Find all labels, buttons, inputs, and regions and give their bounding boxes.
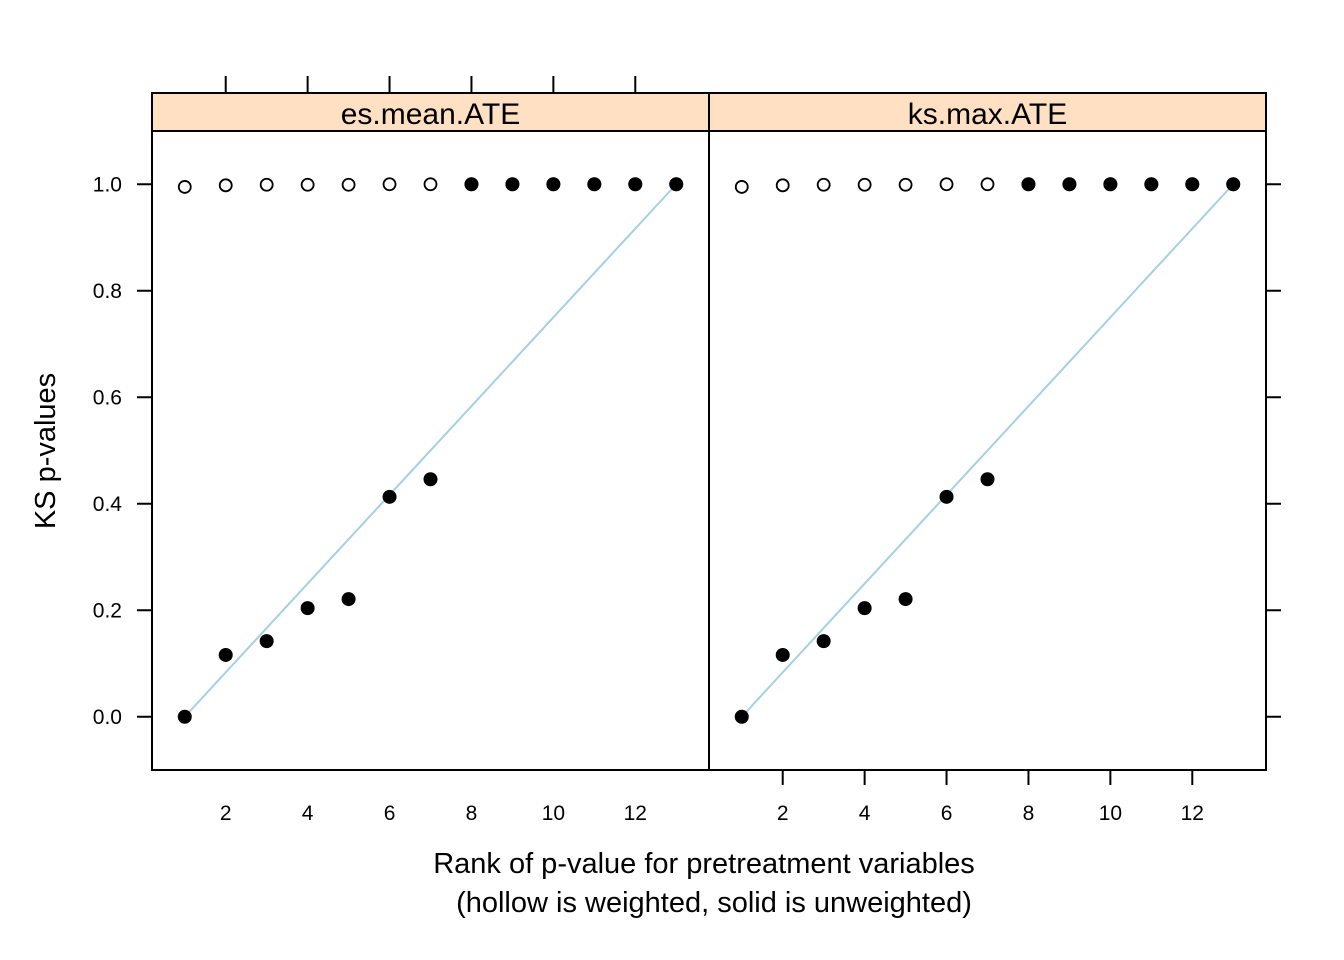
- point-unweighted: [218, 647, 233, 662]
- point-unweighted: [587, 177, 602, 192]
- point-weighted: [939, 177, 954, 192]
- x-tick-label: 6: [384, 802, 396, 825]
- point-unweighted: [1021, 177, 1036, 192]
- point-weighted: [177, 180, 192, 194]
- reference-line: [184, 183, 677, 718]
- point-unweighted: [1062, 177, 1077, 192]
- panel-2: ks.max.ATE 2 4 6 8 10 12: [708, 92, 1267, 825]
- point-unweighted: [816, 634, 831, 649]
- point-unweighted: [259, 634, 274, 649]
- x-tick-label: 6: [941, 802, 953, 825]
- x-tick-label: 12: [1181, 802, 1204, 825]
- point-weighted: [259, 177, 274, 192]
- x-tick-label: 8: [466, 802, 478, 825]
- point-weighted: [775, 178, 790, 193]
- x-tick-label: 2: [220, 802, 232, 825]
- point-unweighted: [1226, 177, 1241, 192]
- point-unweighted: [857, 601, 872, 616]
- x-axis-subtitle: (hollow is weighted, solid is unweighted…: [456, 887, 972, 919]
- point-weighted: [857, 177, 872, 192]
- strip-title: ks.max.ATE: [908, 98, 1067, 131]
- point-unweighted: [734, 709, 749, 724]
- point-weighted: [816, 177, 831, 192]
- point-unweighted: [546, 177, 561, 192]
- panel-1: es.mean.ATE 2 4 6 8 10 12: [151, 76, 710, 825]
- point-unweighted: [1103, 177, 1118, 192]
- strip-title: es.mean.ATE: [341, 98, 521, 131]
- y-axis: 0.0 0.2 0.4 0.6 0.8 1.0: [93, 173, 1281, 729]
- point-unweighted: [423, 472, 438, 487]
- point-weighted: [218, 178, 233, 193]
- point-unweighted: [382, 489, 397, 504]
- point-weighted: [898, 177, 913, 192]
- point-unweighted: [464, 177, 479, 192]
- strip-header: [708, 92, 1267, 132]
- point-unweighted: [898, 592, 913, 607]
- reference-line: [741, 183, 1234, 718]
- point-weighted: [980, 177, 995, 192]
- x-tick-label: 12: [624, 802, 647, 825]
- panels: es.mean.ATE 2 4 6 8 10 12 ks.max.ATE 2 4 6 8 10 12: [151, 76, 1267, 825]
- point-unweighted: [669, 177, 684, 192]
- y-axis-title: KS p-values: [30, 373, 62, 529]
- plot-frame: [708, 130, 1267, 771]
- point-weighted: [382, 177, 397, 192]
- x-axis-title: Rank of p-value for pretreatment variabl…: [433, 848, 975, 880]
- x-tick-label: 4: [859, 802, 871, 825]
- y-tick-label: 0.8: [93, 280, 122, 303]
- point-unweighted: [505, 177, 520, 192]
- y-tick-label: 1.0: [93, 173, 122, 196]
- x-tick-label: 10: [1099, 802, 1122, 825]
- point-unweighted: [300, 601, 315, 616]
- point-unweighted: [177, 709, 192, 724]
- y-tick-label: 0.4: [93, 493, 123, 516]
- point-unweighted: [1185, 177, 1200, 192]
- strip-header: [151, 92, 710, 132]
- point-weighted: [423, 177, 438, 192]
- point-unweighted: [980, 472, 995, 487]
- y-tick-label: 0.0: [93, 706, 122, 729]
- point-unweighted: [939, 489, 954, 504]
- x-tick-label: 8: [1023, 802, 1035, 825]
- x-tick-label: 10: [542, 802, 565, 825]
- point-unweighted: [341, 592, 356, 607]
- point-unweighted: [1144, 177, 1159, 192]
- y-tick-label: 0.6: [93, 386, 122, 409]
- point-weighted: [734, 180, 749, 194]
- point-unweighted: [628, 177, 643, 192]
- x-tick-label: 2: [777, 802, 789, 825]
- point-weighted: [300, 177, 315, 192]
- point-weighted: [341, 177, 356, 192]
- y-tick-label: 0.2: [93, 599, 122, 622]
- point-unweighted: [775, 647, 790, 662]
- x-tick-label: 4: [302, 802, 314, 825]
